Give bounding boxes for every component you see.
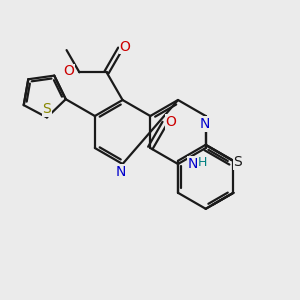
Text: N: N: [188, 157, 198, 171]
Text: S: S: [233, 155, 242, 170]
Text: H: H: [198, 157, 207, 169]
Text: S: S: [43, 102, 51, 116]
Text: O: O: [120, 40, 130, 54]
Text: O: O: [165, 115, 176, 129]
Text: N: N: [116, 165, 126, 179]
Text: O: O: [64, 64, 74, 78]
Text: N: N: [200, 117, 210, 131]
